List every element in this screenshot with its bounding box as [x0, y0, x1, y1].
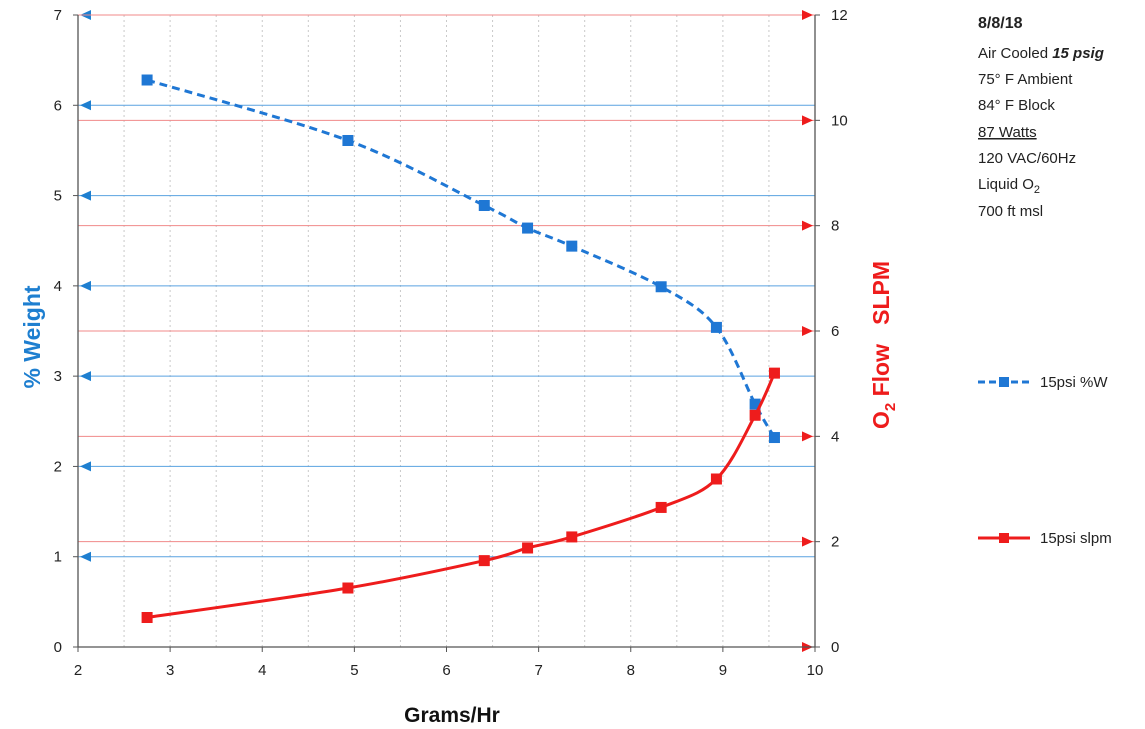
right-gridline-arrow: [802, 536, 813, 547]
right-gridline-arrow: [802, 431, 813, 442]
note-block: 84° F Block: [978, 97, 1055, 114]
series-weight-point: [749, 398, 761, 410]
right-gridline-arrow: [802, 326, 813, 336]
left-tick-label: 5: [54, 188, 62, 205]
note-watts: 87 Watts: [978, 124, 1037, 141]
left-tick-label: 4: [54, 278, 62, 295]
series-slpm-line: [146, 372, 776, 619]
right-tick-label: 10: [831, 112, 848, 129]
series-weight-point: [768, 432, 780, 444]
series-weight-point: [566, 240, 578, 252]
left-tick-label: 3: [54, 368, 62, 385]
note-power: 120 VAC/60Hz: [978, 150, 1076, 167]
series-weight-point: [522, 222, 534, 234]
x-tick-label: 3: [166, 662, 174, 679]
series-weight-point: [141, 74, 153, 86]
left-gridline-arrow: [80, 190, 91, 201]
left-gridline-arrow: [80, 371, 91, 382]
right-gridline-arrow: [802, 220, 813, 231]
left-gridline-arrow: [80, 461, 91, 472]
series-weight-point: [710, 321, 722, 333]
legend-label-weight: 15psi %W: [1040, 374, 1108, 391]
legend-marker-slpm: [999, 533, 1009, 543]
right-tick-label: 6: [831, 323, 839, 340]
x-tick-label: 6: [442, 662, 450, 679]
series-layer: [141, 74, 780, 624]
legend-item-weight: 15psi %W: [978, 374, 1108, 391]
note-air-cooled-prefix: Air Cooled: [978, 45, 1052, 62]
right-axis-ticks: 0 2 4 6 8 10 12: [815, 7, 848, 656]
left-gridline-arrow: [80, 280, 91, 291]
note-ambient: 75° F Ambient: [978, 71, 1073, 88]
test-conditions-notes: 8/8/18 Air Cooled 15 psig 75° F Ambient …: [978, 15, 1104, 220]
x-tick-label: 8: [627, 662, 635, 679]
x-tick-label: 10: [807, 662, 824, 679]
series-slpm-point: [749, 409, 761, 421]
left-gridline-arrow: [80, 100, 91, 111]
right-tick-label: 0: [831, 639, 839, 656]
right-tick-label: 8: [831, 218, 839, 235]
note-liquid-o2-subscript: 2: [1034, 184, 1040, 196]
x-axis-ticks: 2 3 4 5 6 7 8 9 10: [74, 647, 824, 679]
series-weight-line: [146, 78, 776, 439]
series-slpm-point: [141, 612, 153, 624]
note-liquid-o2-prefix: Liquid O: [978, 176, 1034, 193]
right-axis-label-prefix: O: [868, 411, 894, 429]
left-tick-label: 0: [54, 639, 62, 656]
series-weight-point: [655, 281, 667, 293]
series-slpm-point: [768, 367, 780, 379]
legend-item-slpm: 15psi slpm: [978, 530, 1112, 547]
legend-label-slpm: 15psi slpm: [1040, 530, 1112, 547]
right-tick-label: 4: [831, 428, 839, 445]
series-slpm-point: [655, 501, 667, 513]
series-slpm: [141, 367, 780, 624]
x-tick-label: 2: [74, 662, 82, 679]
left-gridline-arrow: [80, 551, 91, 562]
right-axis-label: O2 Flow SLPM: [868, 261, 899, 429]
legend-marker-weight: [999, 377, 1009, 387]
x-tick-label: 5: [350, 662, 358, 679]
series-slpm-point: [522, 542, 534, 554]
note-date: 8/8/18: [978, 15, 1023, 32]
note-liquid-o2: Liquid O2: [978, 176, 1040, 196]
series-slpm-point: [566, 531, 578, 543]
left-tick-label: 1: [54, 549, 62, 566]
left-tick-label: 6: [54, 97, 62, 114]
right-axis-label-suffix: Flow SLPM: [868, 261, 894, 403]
x-tick-label: 7: [534, 662, 542, 679]
x-axis-label: Grams/Hr: [404, 704, 500, 727]
series-slpm-point: [478, 555, 490, 567]
right-gridline-arrow: [802, 10, 813, 20]
left-tick-label: 7: [54, 7, 62, 24]
right-tick-label: 2: [831, 534, 839, 551]
left-tick-label: 2: [54, 458, 62, 475]
grid: [77, 10, 816, 652]
right-gridline-arrow: [802, 115, 813, 126]
right-tick-label: 12: [831, 7, 848, 24]
x-tick-label: 4: [258, 662, 266, 679]
series-weight: [141, 74, 780, 444]
x-tick-label: 9: [719, 662, 727, 679]
series-slpm-point: [342, 582, 354, 594]
left-axis-ticks: 0 1 2 3 4 5 6 7: [54, 7, 78, 656]
note-air-cooled: Air Cooled 15 psig: [978, 45, 1104, 62]
series-slpm-point: [710, 473, 722, 485]
left-axis-label: % Weight: [19, 285, 45, 388]
note-pressure: 15 psig: [1052, 45, 1104, 62]
note-altitude: 700 ft msl: [978, 203, 1043, 220]
right-axis-label-subscript: 2: [882, 403, 899, 411]
series-weight-point: [478, 200, 490, 212]
series-weight-point: [342, 134, 354, 146]
legend: 15psi %W 15psi slpm: [978, 374, 1112, 547]
